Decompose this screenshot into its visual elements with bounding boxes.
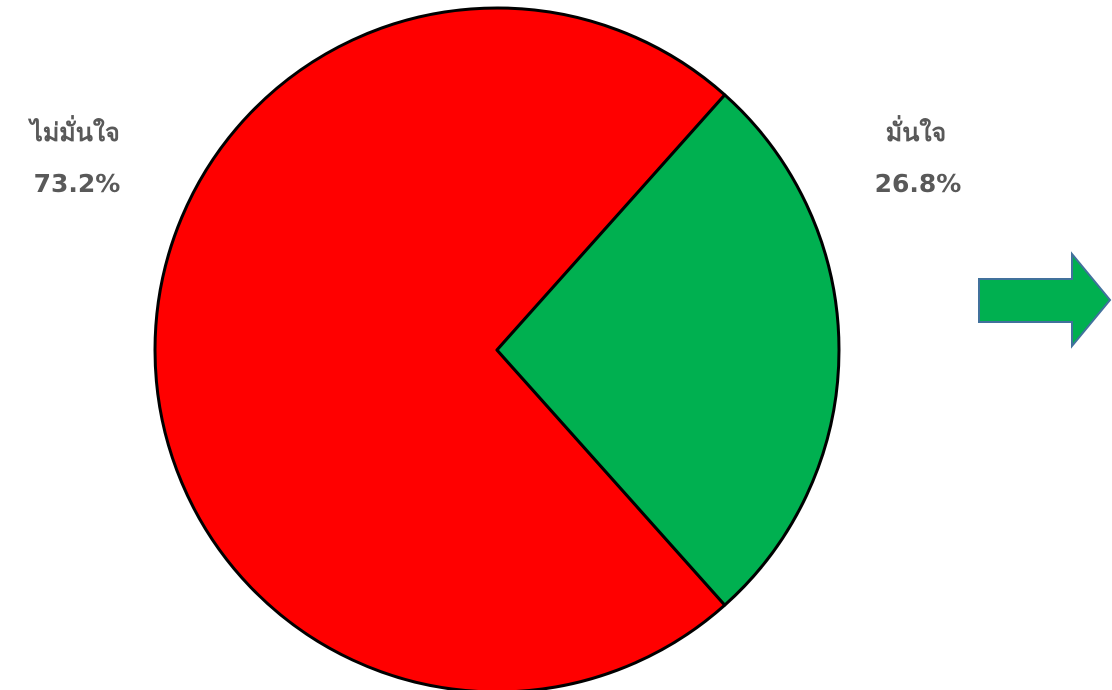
- label-value-confident: 26.8%: [875, 169, 962, 198]
- slice-confident: [495, 93, 841, 607]
- label-value-not-confident: 73.2%: [34, 169, 121, 198]
- slice-not-confident: [153, 6, 727, 690]
- pie-slices: [153, 6, 841, 690]
- right-arrow-icon: [978, 251, 1112, 349]
- label-category-confident: มั่นใจ: [886, 115, 946, 147]
- label-category-not-confident: ไม่มั่นใจ: [27, 115, 119, 147]
